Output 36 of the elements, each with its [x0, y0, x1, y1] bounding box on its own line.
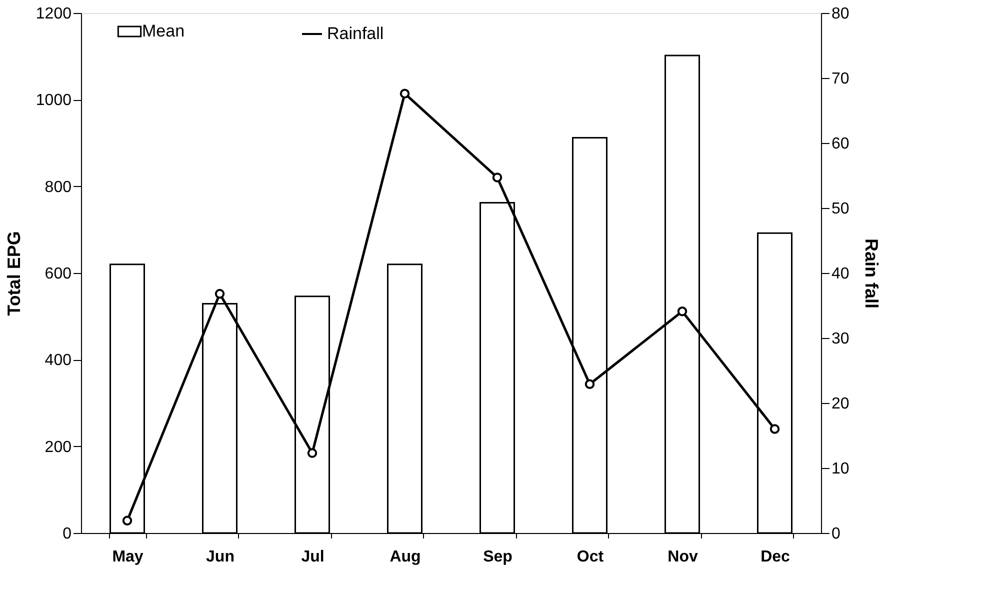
- x-tick-label: Nov: [668, 548, 698, 566]
- point: [584, 379, 595, 390]
- y2-tick-label: 70: [832, 70, 850, 88]
- x-tick-label: Oct: [576, 548, 604, 566]
- legend-label: Mean: [142, 22, 185, 40]
- y2-tick-label: 20: [832, 396, 850, 412]
- x-tick-label: Jun: [206, 548, 234, 566]
- x-tick-label: Dec: [760, 548, 790, 566]
- y-tick-label: 800: [44, 178, 72, 196]
- y-axis-title: Total EPG: [4, 231, 24, 316]
- y2-tick-label: 60: [832, 136, 850, 152]
- y-tick-label: 1000: [36, 92, 72, 110]
- y2-tick-label: 50: [832, 200, 850, 218]
- point: [770, 424, 780, 434]
- legend-label: Rainfall: [327, 24, 384, 43]
- y-tick-label: 1200: [36, 6, 72, 22]
- point: [307, 448, 318, 458]
- y-tick-label: 200: [44, 438, 72, 456]
- point: [677, 306, 688, 316]
- x-tick-label: Aug: [390, 548, 421, 566]
- y-tick-label: 400: [44, 352, 72, 370]
- x-tick-label: Sep: [483, 548, 513, 566]
- x-tick-label: May: [112, 548, 144, 566]
- y2-tick-label: 40: [832, 266, 850, 282]
- y2-tick-label: 80: [832, 6, 850, 22]
- y-tick-label: 600: [44, 266, 72, 282]
- point: [400, 88, 410, 98]
- y2-tick-label: 0: [832, 526, 840, 542]
- point: [122, 516, 132, 526]
- point: [492, 172, 502, 182]
- y-tick-label: 0: [62, 526, 72, 542]
- x-tick-label: Jul: [301, 548, 324, 566]
- y2-axis-title: Rain fall: [861, 238, 882, 309]
- y2-tick-label: 30: [832, 330, 850, 348]
- y2-tick-label: 10: [832, 460, 850, 478]
- point: [214, 288, 225, 299]
